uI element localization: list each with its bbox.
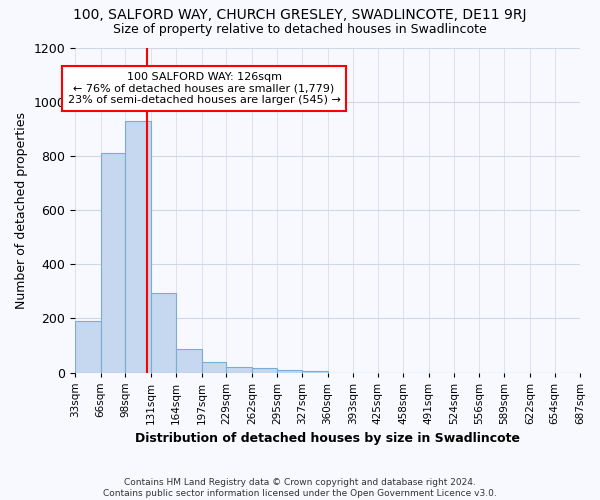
Text: 100, SALFORD WAY, CHURCH GRESLEY, SWADLINCOTE, DE11 9RJ: 100, SALFORD WAY, CHURCH GRESLEY, SWADLI… [73,8,527,22]
Text: Contains HM Land Registry data © Crown copyright and database right 2024.
Contai: Contains HM Land Registry data © Crown c… [103,478,497,498]
Bar [202,362,226,372]
Bar [252,368,277,372]
Bar [226,367,252,372]
X-axis label: Distribution of detached houses by size in Swadlincote: Distribution of detached houses by size … [135,432,520,445]
Bar [277,370,302,372]
Y-axis label: Number of detached properties: Number of detached properties [15,112,28,308]
Bar [101,153,125,372]
Bar [176,350,202,372]
Bar [75,321,101,372]
Bar [151,292,176,372]
Bar [125,120,151,372]
Bar [302,371,328,372]
Text: 100 SALFORD WAY: 126sqm
← 76% of detached houses are smaller (1,779)
23% of semi: 100 SALFORD WAY: 126sqm ← 76% of detache… [68,72,341,105]
Text: Size of property relative to detached houses in Swadlincote: Size of property relative to detached ho… [113,22,487,36]
